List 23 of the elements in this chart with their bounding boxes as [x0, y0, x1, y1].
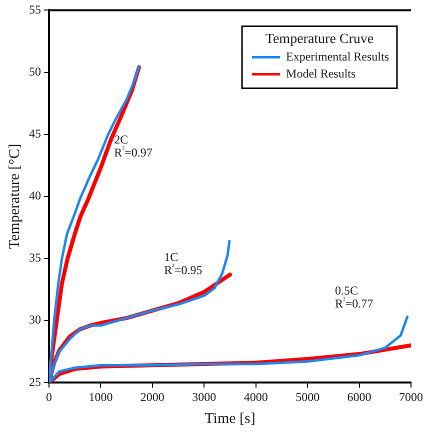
legend-label: Experimental Results	[286, 49, 390, 64]
annotation: 2C	[114, 132, 128, 147]
x-tick-label: 5000	[296, 390, 320, 404]
x-tick-label: 3000	[192, 390, 216, 404]
annotation: 1C	[164, 250, 178, 264]
y-tick-label: 55	[29, 2, 41, 16]
x-tick-label: 7000	[399, 390, 423, 404]
y-tick-label: 50	[29, 64, 41, 78]
x-tick-label: 0	[46, 390, 52, 404]
x-axis-title: Time [s]	[204, 410, 256, 427]
x-tick-label: 1000	[88, 390, 113, 404]
y-tick-label: 30	[29, 312, 41, 327]
y-axis-title: Temperature [°C]	[6, 144, 23, 250]
y-tick-label: 35	[29, 250, 41, 265]
legend-label: Model Results	[286, 66, 356, 80]
annotation: 0.5C	[334, 284, 358, 298]
y-tick-label: 45	[29, 126, 41, 140]
y-tick-label: 25	[29, 374, 41, 389]
x-tick-label: 2000	[140, 390, 164, 404]
x-tick-label: 4000	[244, 390, 268, 404]
x-tick-label: 6000	[347, 390, 372, 404]
y-tick-label: 40	[29, 188, 41, 203]
legend-title: Temperature Cruve	[265, 32, 374, 47]
